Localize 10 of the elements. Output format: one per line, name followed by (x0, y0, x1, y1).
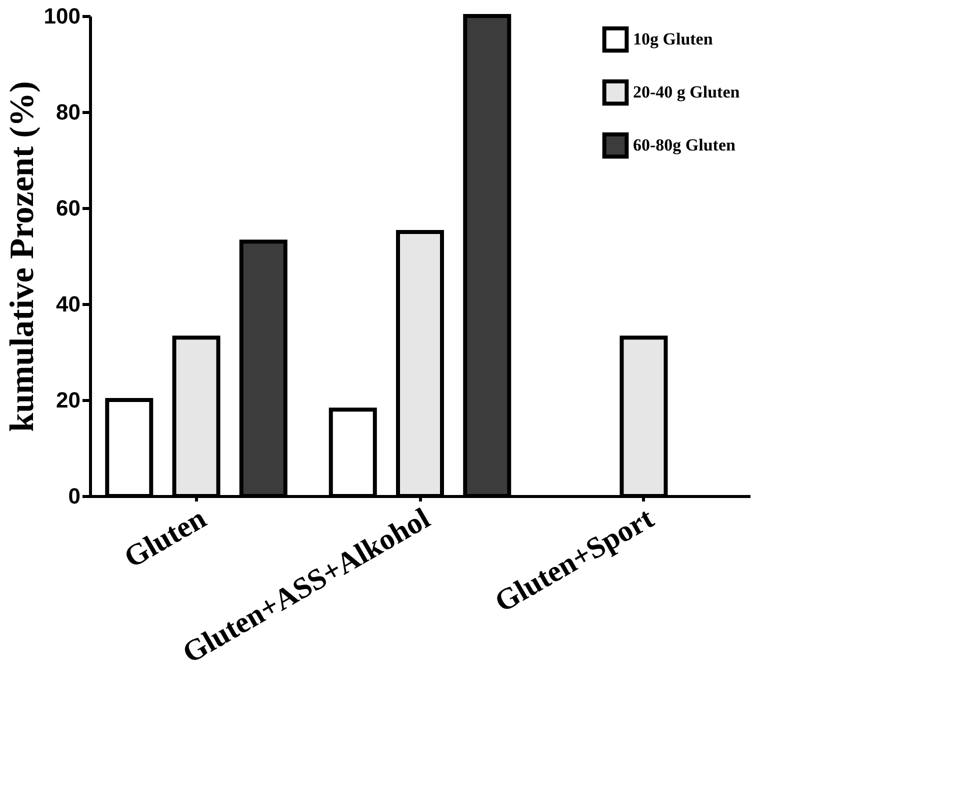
y-tick-label: 80 (56, 100, 80, 124)
legend-label: 10g Gluten (633, 30, 714, 48)
legend-label: 60-80g Gluten (633, 136, 736, 154)
y-tick-label: 60 (56, 196, 80, 220)
legend-label: 20-40 g Gluten (633, 82, 740, 102)
y-tick-label: 40 (56, 292, 80, 316)
y-tick-label: 100 (44, 4, 80, 28)
y-tick-label: 0 (68, 484, 80, 508)
y-axis-title: kumulative Prozent (%) (4, 81, 41, 432)
y-tick-label: 20 (56, 388, 80, 412)
